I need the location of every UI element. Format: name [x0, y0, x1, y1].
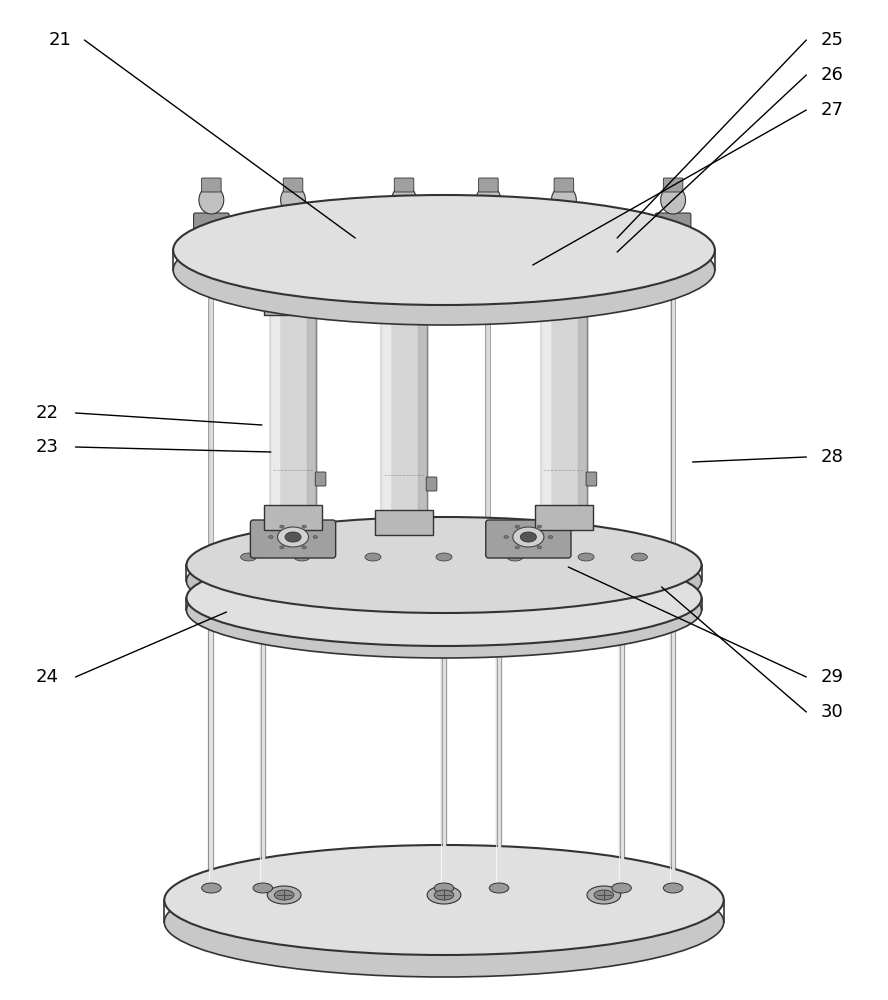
Ellipse shape	[164, 845, 724, 955]
Text: 27: 27	[821, 101, 844, 119]
FancyBboxPatch shape	[535, 287, 593, 315]
Ellipse shape	[663, 883, 683, 893]
Ellipse shape	[280, 546, 284, 549]
Ellipse shape	[268, 536, 274, 538]
Ellipse shape	[202, 883, 221, 893]
Ellipse shape	[537, 546, 542, 549]
Ellipse shape	[661, 186, 686, 214]
Ellipse shape	[551, 186, 576, 214]
Ellipse shape	[520, 532, 536, 542]
Ellipse shape	[434, 890, 454, 900]
Text: 23: 23	[36, 438, 59, 456]
Text: 26: 26	[821, 66, 844, 84]
FancyBboxPatch shape	[386, 213, 422, 235]
FancyBboxPatch shape	[471, 213, 506, 235]
FancyBboxPatch shape	[250, 520, 336, 558]
FancyBboxPatch shape	[478, 233, 499, 268]
Ellipse shape	[436, 553, 452, 561]
Ellipse shape	[392, 186, 416, 214]
Ellipse shape	[434, 883, 454, 893]
Ellipse shape	[365, 553, 381, 561]
FancyBboxPatch shape	[426, 477, 437, 491]
FancyBboxPatch shape	[394, 178, 414, 192]
Ellipse shape	[512, 527, 543, 547]
FancyBboxPatch shape	[264, 287, 322, 315]
Text: 22: 22	[36, 404, 59, 422]
Ellipse shape	[507, 553, 523, 561]
FancyBboxPatch shape	[486, 520, 571, 558]
FancyBboxPatch shape	[546, 213, 582, 235]
FancyBboxPatch shape	[275, 213, 311, 235]
Ellipse shape	[515, 525, 519, 528]
Text: 21: 21	[49, 31, 72, 49]
Ellipse shape	[280, 525, 284, 528]
Ellipse shape	[594, 890, 614, 900]
Ellipse shape	[548, 536, 552, 538]
Ellipse shape	[302, 546, 306, 549]
Ellipse shape	[503, 536, 508, 538]
Ellipse shape	[489, 883, 509, 893]
FancyBboxPatch shape	[479, 178, 498, 192]
FancyBboxPatch shape	[554, 178, 574, 192]
Ellipse shape	[274, 890, 294, 900]
FancyBboxPatch shape	[264, 505, 322, 530]
Ellipse shape	[173, 195, 715, 305]
Text: 28: 28	[821, 448, 844, 466]
Ellipse shape	[515, 546, 519, 549]
Text: 29: 29	[821, 668, 844, 686]
FancyBboxPatch shape	[194, 213, 229, 235]
FancyBboxPatch shape	[663, 178, 683, 192]
Text: 30: 30	[821, 703, 844, 721]
Ellipse shape	[241, 553, 257, 561]
Text: 24: 24	[36, 668, 59, 686]
Ellipse shape	[587, 886, 621, 904]
Ellipse shape	[285, 532, 301, 542]
FancyBboxPatch shape	[201, 233, 222, 268]
FancyBboxPatch shape	[541, 310, 587, 515]
FancyBboxPatch shape	[282, 233, 304, 268]
Ellipse shape	[199, 186, 224, 214]
Ellipse shape	[186, 533, 702, 629]
FancyBboxPatch shape	[586, 472, 597, 486]
Ellipse shape	[313, 536, 318, 538]
FancyBboxPatch shape	[315, 472, 326, 486]
FancyBboxPatch shape	[375, 287, 433, 315]
Ellipse shape	[294, 553, 310, 561]
Ellipse shape	[612, 883, 631, 893]
Ellipse shape	[186, 550, 702, 646]
Ellipse shape	[277, 527, 309, 547]
FancyBboxPatch shape	[655, 213, 691, 235]
Ellipse shape	[186, 517, 702, 613]
Ellipse shape	[164, 867, 724, 977]
FancyBboxPatch shape	[662, 233, 684, 268]
Ellipse shape	[476, 186, 501, 214]
Ellipse shape	[631, 553, 647, 561]
Ellipse shape	[186, 562, 702, 658]
FancyBboxPatch shape	[202, 178, 221, 192]
Ellipse shape	[578, 553, 594, 561]
FancyBboxPatch shape	[270, 310, 316, 515]
FancyBboxPatch shape	[393, 233, 415, 268]
Ellipse shape	[537, 525, 542, 528]
Ellipse shape	[253, 883, 273, 893]
Ellipse shape	[173, 215, 715, 325]
FancyBboxPatch shape	[375, 510, 433, 535]
Ellipse shape	[302, 525, 306, 528]
FancyBboxPatch shape	[553, 233, 575, 268]
FancyBboxPatch shape	[283, 178, 303, 192]
Ellipse shape	[427, 886, 461, 904]
Ellipse shape	[267, 886, 301, 904]
Ellipse shape	[281, 186, 305, 214]
FancyBboxPatch shape	[535, 505, 593, 530]
Text: 25: 25	[821, 31, 844, 49]
FancyBboxPatch shape	[381, 310, 427, 520]
